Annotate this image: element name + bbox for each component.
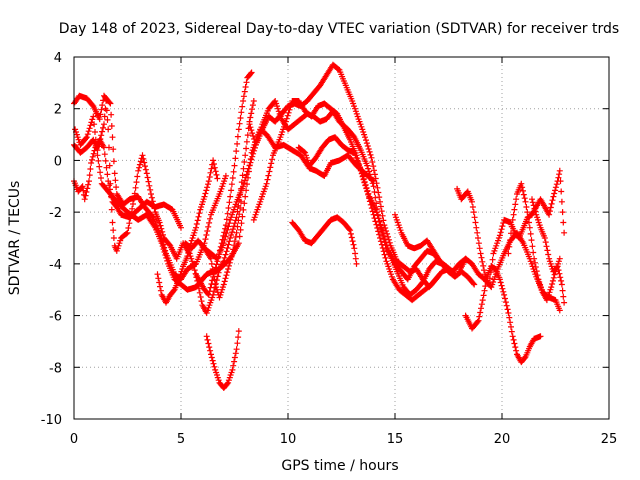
series-track-15	[462, 263, 544, 366]
x-tick-label: 5	[177, 432, 185, 447]
data-marker-track	[203, 328, 242, 391]
x-axis-label: GPS time / hours	[281, 458, 398, 474]
series-track-17	[529, 196, 568, 306]
data-marker-track	[462, 263, 544, 366]
data-marker-track	[289, 214, 360, 267]
series-track-10	[295, 134, 441, 304]
data-marker-track	[529, 196, 568, 306]
y-tick-label: -10	[41, 413, 62, 428]
series-track-11	[289, 214, 360, 267]
data-marker-track	[201, 98, 478, 298]
x-tick-label: 20	[494, 432, 511, 447]
x-tick-label: 25	[601, 432, 618, 447]
data-marker-track	[505, 180, 563, 304]
x-tick-label: 0	[70, 432, 78, 447]
grid-lines	[74, 57, 609, 419]
data-marker-track	[182, 198, 244, 301]
x-tick-label: 10	[280, 432, 297, 447]
y-tick-label: -6	[49, 310, 62, 325]
y-tick-label: 0	[54, 154, 62, 169]
series-track-3	[71, 136, 184, 231]
series-track-7	[201, 98, 478, 298]
data-marker-track	[392, 211, 443, 265]
y-tick-label: -8	[49, 361, 62, 376]
chart-title: Day 148 of 2023, Sidereal Day-to-day VTE…	[59, 21, 619, 37]
y-tick-label: 4	[54, 51, 62, 66]
data-points	[71, 61, 568, 391]
series-track-18	[182, 198, 244, 301]
axis-ticks: 0 5 10 15 20 25 -10 -8 -6 -4 -2 0 2 4	[41, 51, 618, 447]
x-tick-label: 15	[387, 432, 404, 447]
series-track-14	[454, 167, 568, 288]
y-axis-label: SDTVAR / TECUs	[7, 181, 23, 296]
y-tick-label: -4	[49, 258, 62, 273]
series-track-5	[154, 157, 221, 306]
data-marker-track	[71, 136, 184, 231]
data-marker-track	[154, 157, 221, 306]
series-track-12	[392, 211, 443, 265]
data-marker-track	[454, 167, 568, 288]
plot-frame	[73, 56, 610, 420]
series-track-19	[203, 328, 242, 391]
y-tick-label: 2	[54, 103, 62, 118]
series-track-16	[505, 180, 563, 304]
y-tick-label: -2	[49, 206, 62, 221]
data-marker-track	[295, 134, 441, 304]
